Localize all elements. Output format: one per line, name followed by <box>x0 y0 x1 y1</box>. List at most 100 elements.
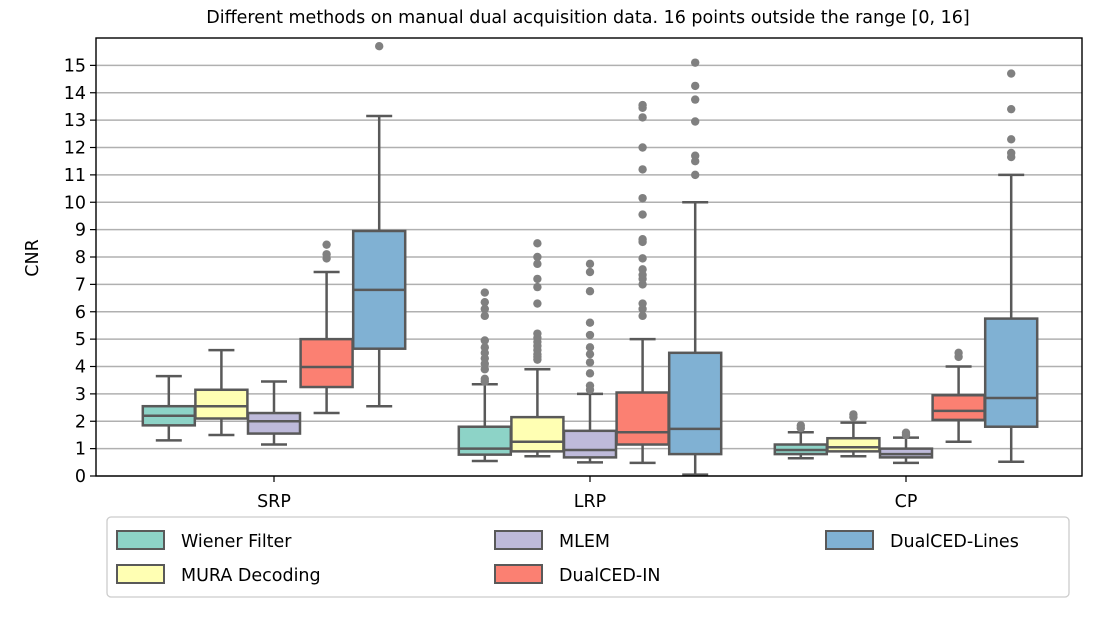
y-tick-label-3: 3 <box>75 385 86 405</box>
outlier-point-mlem-lrp-3 <box>585 358 595 367</box>
outlier-point-dualced-in-lrp-10 <box>638 210 647 219</box>
iqr-rect-dualced-lines-lrp <box>667 351 723 456</box>
legend-label-dualced-in: DualCED-IN <box>559 566 660 586</box>
outlier-point-dualced-in-lrp-12 <box>638 165 647 174</box>
y-tick-label-2: 2 <box>75 412 86 432</box>
box-mlem-cp <box>878 428 934 465</box>
y-tick-label-5: 5 <box>75 330 86 350</box>
legend-label-dualced-lines: DualCED-Lines <box>890 532 1019 552</box>
outlier-point-dualced-lines-lrp-6 <box>691 58 700 67</box>
y-tick-label-0: 0 <box>75 467 86 487</box>
box-wiener-filter-lrp <box>457 288 513 463</box>
box-wiener-filter-cp <box>773 421 829 460</box>
iqr-rect-dualced-lines-cp <box>983 317 1039 428</box>
outlier-point-dualced-in-lrp-11 <box>638 193 647 203</box>
legend-swatch-dualced-in <box>494 564 543 584</box>
outlier-point-mlem-lrp-7 <box>585 318 595 327</box>
iqr-rect-mlem-srp <box>246 411 302 435</box>
outlier-point-mlem-cp-1 <box>901 428 911 437</box>
outlier-point-dualced-lines-cp-2 <box>1007 135 1016 144</box>
iqr-rect-mura-decoding-lrp <box>510 415 565 453</box>
x-tick-label-srp: SRP <box>257 492 291 512</box>
outlier-point-mura-decoding-lrp-9 <box>533 282 542 292</box>
outlier-point-mura-decoding-lrp-10 <box>533 274 542 284</box>
outlier-point-mlem-lrp-6 <box>585 330 595 340</box>
outlier-point-wiener-filter-lrp-10 <box>480 297 489 307</box>
iqr-rect-dualced-in-lrp <box>615 391 670 446</box>
iqr-rect-mlem-lrp <box>562 429 618 459</box>
outlier-point-dualced-lines-cp-1 <box>1007 148 1016 158</box>
box-dualced-in-lrp <box>615 100 670 465</box>
box-dualced-in-cp <box>931 348 986 444</box>
iqr-rect-wiener-filter-lrp <box>457 425 513 456</box>
iqr-rect-dualced-in-cp <box>931 393 986 422</box>
box-mura-decoding-lrp <box>510 239 565 458</box>
outlier-point-mura-decoding-lrp-11 <box>533 259 542 269</box>
outlier-point-dualced-in-lrp-9 <box>638 235 647 244</box>
iqr-rect-mura-decoding-srp <box>194 388 249 420</box>
legend-swatch-wiener-filter <box>116 530 165 550</box>
outlier-point-dualced-in-lrp-13 <box>638 143 647 152</box>
outlier-point-dualced-in-lrp-7 <box>638 254 647 263</box>
outlier-point-mlem-lrp-9 <box>585 267 595 277</box>
outlier-point-wiener-filter-lrp-11 <box>480 288 489 297</box>
y-tick-label-10: 10 <box>64 193 86 213</box>
outlier-point-dualced-lines-lrp-0 <box>691 170 700 180</box>
plot-frame <box>95 37 1083 477</box>
box-mlem-srp <box>246 380 302 446</box>
outlier-point-mlem-lrp-10 <box>585 259 595 269</box>
y-tick-label-12: 12 <box>64 139 86 159</box>
outlier-point-mura-decoding-cp-1 <box>849 410 858 419</box>
outlier-point-dualced-in-lrp-14 <box>638 113 647 122</box>
iqr-rect-dualced-in-srp <box>299 337 354 389</box>
outlier-point-dualced-in-srp-2 <box>322 240 331 249</box>
box-dualced-lines-srp <box>351 42 407 408</box>
box-wiener-filter-srp <box>141 374 197 442</box>
outlier-point-mlem-lrp-8 <box>585 287 595 296</box>
legend-swatch-dualced-lines <box>825 530 874 550</box>
x-tick-label-cp: CP <box>895 492 918 512</box>
y-axis-label: CNR <box>23 239 43 276</box>
outlier-point-dualced-lines-lrp-4 <box>691 95 700 104</box>
outlier-point-dualced-in-cp-1 <box>954 348 963 358</box>
gridlines <box>96 64 1082 477</box>
outlier-point-wiener-filter-lrp-1 <box>480 374 489 384</box>
outlier-point-mlem-lrp-2 <box>585 369 595 378</box>
outlier-point-dualced-in-lrp-0 <box>638 311 647 321</box>
outlier-point-wiener-filter-cp-1 <box>796 421 805 430</box>
iqr-rect-mura-decoding-cp <box>826 436 881 453</box>
y-tick-label-7: 7 <box>75 275 86 295</box>
outlier-point-dualced-lines-cp-4 <box>1007 69 1016 78</box>
outlier-point-wiener-filter-lrp-7 <box>480 336 489 345</box>
outlier-point-dualced-in-lrp-16 <box>638 100 647 110</box>
outlier-point-mura-decoding-lrp-12 <box>533 252 542 262</box>
y-tick-label-4: 4 <box>75 358 86 378</box>
y-tick-label-9: 9 <box>75 221 86 241</box>
y-tick-label-11: 11 <box>64 166 86 186</box>
y-tick-label-15: 15 <box>64 56 86 76</box>
box-dualced-lines-cp <box>983 69 1039 464</box>
y-tick-label-14: 14 <box>64 84 86 104</box>
outlier-point-dualced-lines-cp-3 <box>1007 104 1016 114</box>
outlier-point-dualced-in-lrp-6 <box>638 265 647 274</box>
y-tick-label-1: 1 <box>75 440 86 460</box>
legend: Wiener Filter MURA Decoding MLEM DualCED-IN… <box>106 516 1070 598</box>
outlier-point-mlem-lrp-5 <box>585 343 595 352</box>
box-dualced-in-srp <box>299 240 354 415</box>
outlier-point-wiener-filter-lrp-8 <box>480 311 489 321</box>
x-tick-label-lrp: LRP <box>574 492 606 512</box>
y-tick-label-13: 13 <box>64 111 86 131</box>
outlier-point-mura-decoding-lrp-7 <box>533 329 542 338</box>
box-dualced-lines-lrp <box>667 58 723 476</box>
outlier-point-dualced-lines-lrp-5 <box>691 81 700 91</box>
box-mura-decoding-srp <box>194 348 249 437</box>
outlier-point-mura-decoding-lrp-8 <box>533 299 542 308</box>
outlier-point-dualced-lines-lrp-2 <box>691 151 700 160</box>
box-mura-decoding-cp <box>826 410 881 458</box>
outlier-point-dualced-lines-lrp-3 <box>691 117 700 126</box>
box-layer <box>141 42 1039 476</box>
outlier-point-mlem-lrp-1 <box>585 381 595 390</box>
legend-label-wiener-filter: Wiener Filter <box>181 532 292 552</box>
